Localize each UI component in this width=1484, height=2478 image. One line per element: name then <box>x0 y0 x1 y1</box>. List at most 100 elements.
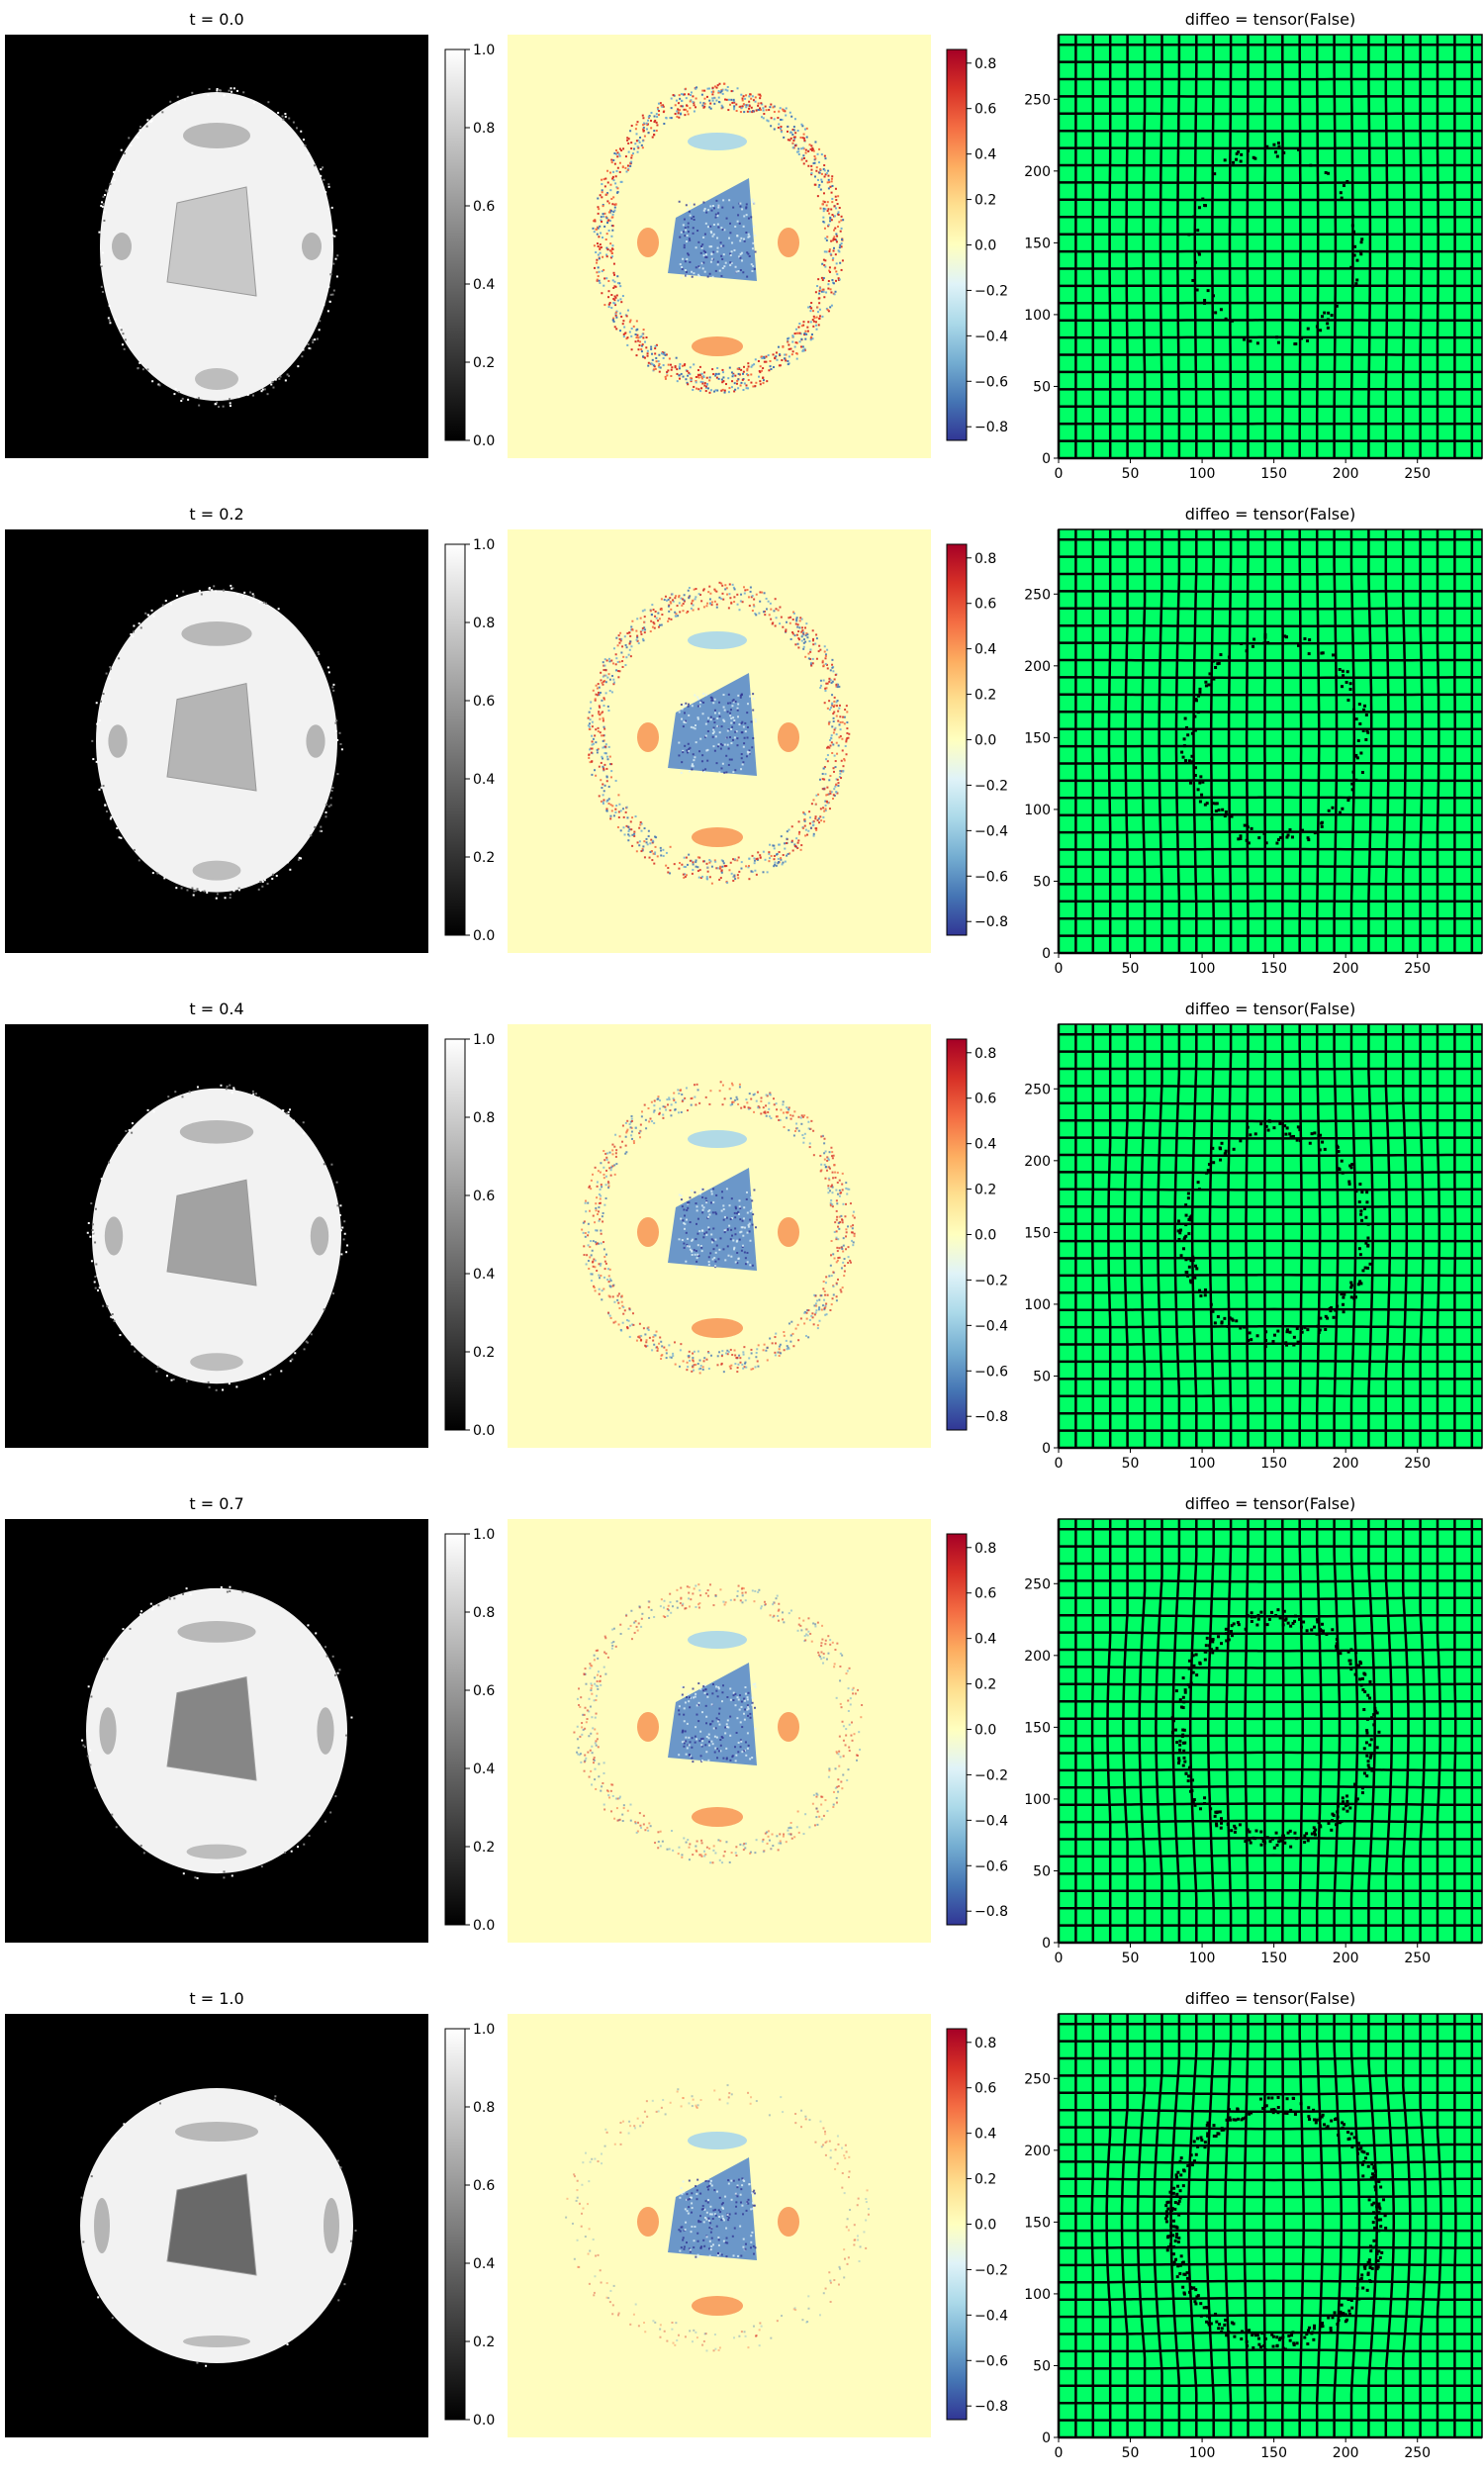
residual-speckle <box>782 626 784 628</box>
residual-speckle <box>588 1244 590 1246</box>
residual-speckle <box>624 1153 626 1155</box>
residual-speckle <box>826 801 828 803</box>
residual-speckle <box>823 768 825 770</box>
residual-speckle <box>774 1352 776 1354</box>
residual-speckle <box>671 117 673 119</box>
residual-speckle <box>631 154 633 156</box>
y-tick-label: 50 <box>1033 874 1051 890</box>
residual-speckle <box>668 1344 670 1346</box>
residual-speckle <box>810 172 812 174</box>
residual-speckle <box>824 1178 826 1180</box>
grid-deformation-speckle <box>1300 336 1303 339</box>
residual-speckle <box>621 1295 623 1297</box>
residual-triangle-noise <box>681 1194 683 1196</box>
residual-triangle-noise <box>705 223 707 225</box>
residual-speckle <box>833 1293 835 1295</box>
residual-triangle-noise <box>691 769 693 771</box>
residual-triangle-noise <box>711 697 713 699</box>
noise-speckle <box>92 1223 94 1225</box>
noise-speckle <box>109 678 111 680</box>
residual-speckle <box>630 161 632 163</box>
residual-speckle <box>600 1189 602 1191</box>
residual-speckle <box>837 1226 839 1228</box>
residual-speckle <box>718 90 720 92</box>
residual-speckle <box>608 1186 610 1188</box>
residual-speckle <box>684 866 686 868</box>
residual-speckle <box>610 770 612 772</box>
residual-speckle <box>599 226 601 228</box>
colorbar-tick-label: 0.0 <box>473 928 495 944</box>
grid-deformation-speckle <box>1183 744 1186 747</box>
noise-speckle <box>280 1370 282 1372</box>
residual-speckle <box>797 150 799 152</box>
residual-triangle-noise <box>735 701 737 703</box>
residual-speckle <box>611 217 613 219</box>
residual-speckle <box>588 1223 590 1225</box>
noise-speckle <box>233 87 235 89</box>
residual-triangle-noise <box>684 1247 686 1249</box>
residual-triangle-noise <box>741 1250 743 1252</box>
residual-triangle-noise <box>749 1219 751 1221</box>
residual-triangle-noise <box>697 1244 699 1246</box>
residual-triangle-noise <box>714 1261 716 1263</box>
grid-deformation-speckle <box>1247 149 1250 152</box>
residual-speckle <box>795 623 797 625</box>
noise-speckle <box>339 1214 341 1216</box>
residual-speckle <box>822 217 824 219</box>
grid-deformation-speckle <box>1211 1310 1214 1313</box>
residual-speckle <box>748 858 750 860</box>
grid-deformation-speckle <box>1334 1309 1337 1312</box>
residual-speckle <box>600 1162 602 1164</box>
residual-speckle <box>822 661 824 663</box>
residual-speckle <box>791 353 793 355</box>
residual-speckle <box>709 1861 711 1863</box>
residual-speckle <box>847 1246 849 1248</box>
noise-speckle <box>229 1586 231 1588</box>
residual-speckle <box>772 621 774 623</box>
grid-deformation-speckle <box>1329 1309 1332 1312</box>
residual-triangle-noise <box>733 249 735 251</box>
residual-speckle <box>708 88 710 90</box>
residual-speckle <box>836 705 838 707</box>
residual-triangle-noise <box>747 736 749 738</box>
residual-triangle-noise <box>702 1236 704 1238</box>
residual-speckle <box>668 611 670 613</box>
grid-deformation-speckle <box>1264 1345 1267 1348</box>
residual-triangle-noise <box>712 702 714 704</box>
noise-speckle <box>94 1241 96 1243</box>
residual-speckle <box>662 1117 664 1119</box>
residual-speckle <box>769 614 771 616</box>
noise-speckle <box>131 1344 133 1346</box>
residual-speckle <box>617 644 619 646</box>
residual-triangle-noise <box>685 230 687 232</box>
residual-speckle <box>798 820 800 822</box>
residual-speckle <box>725 1352 727 1354</box>
residual-speckle <box>755 1366 757 1368</box>
residual-speckle <box>626 336 628 338</box>
colorbar-tick-label: 0.0 <box>974 1228 996 1244</box>
colorbar-tick-label: −0.6 <box>974 869 1008 885</box>
colorbar-tick-label: 1.0 <box>473 1032 495 1048</box>
noise-speckle <box>300 131 302 133</box>
residual-speckle <box>820 1294 822 1296</box>
residual-speckle <box>597 242 599 244</box>
residual-speckle <box>622 320 624 322</box>
residual-speckle <box>783 1111 785 1113</box>
residual-speckle <box>604 785 606 787</box>
noise-speckle <box>322 166 324 168</box>
residual-speckle <box>598 254 600 256</box>
residual-triangle-noise <box>710 716 712 718</box>
residual-speckle <box>818 1816 820 1818</box>
grid-deformation-speckle <box>1362 709 1365 712</box>
grid-deformation-speckle <box>1191 732 1194 735</box>
grid-deformation-speckle <box>1213 172 1216 175</box>
residual-speckle <box>799 620 801 621</box>
residual-speckle <box>711 1861 713 1863</box>
residual-triangle-noise <box>733 721 735 723</box>
residual-speckle <box>695 106 696 108</box>
residual-triangle-noise <box>681 761 683 763</box>
residual-speckle <box>833 788 835 790</box>
residual-speckle <box>684 114 686 116</box>
residual-speckle <box>815 804 817 806</box>
residual-speckle <box>674 863 676 865</box>
